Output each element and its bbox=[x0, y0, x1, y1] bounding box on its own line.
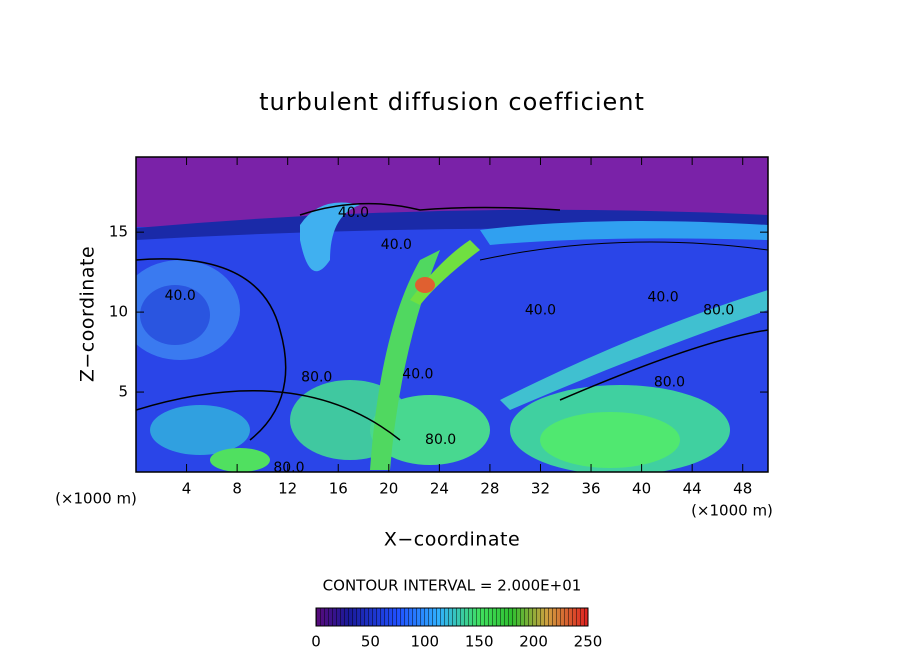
colorbar-tick-label: 200 bbox=[519, 633, 548, 651]
chart-title: turbulent diffusion coefficient bbox=[259, 88, 645, 116]
contour-interval: CONTOUR INTERVAL = 2.000E+01 bbox=[323, 577, 582, 595]
x-tick-label: 24 bbox=[430, 480, 449, 498]
contour-label: 80.0 bbox=[425, 432, 456, 448]
x-unit-label: (×1000 m) bbox=[55, 490, 137, 508]
contour-label: 80.0 bbox=[654, 374, 685, 390]
colorbar-tick-label: 250 bbox=[574, 633, 603, 651]
x-tick-label: 40 bbox=[632, 480, 651, 498]
colorbar-tick-label: 100 bbox=[410, 633, 439, 651]
x-tick-label: 36 bbox=[581, 480, 600, 498]
colorbar-tick-label: 150 bbox=[465, 633, 494, 651]
contour-label: 40.0 bbox=[165, 288, 196, 304]
x-tick-label: 44 bbox=[683, 480, 702, 498]
contour-label: 80.0 bbox=[301, 370, 332, 386]
field bbox=[136, 157, 768, 472]
x-tick-label: 16 bbox=[329, 480, 348, 498]
contour-label: 40.0 bbox=[525, 303, 556, 319]
colorbar-tick-label: 0 bbox=[311, 633, 321, 651]
x-tick-label: 4 bbox=[182, 480, 192, 498]
x-tick-label: 12 bbox=[278, 480, 297, 498]
x-tick-label: 20 bbox=[379, 480, 398, 498]
x-axis-label: X−coordinate bbox=[384, 529, 520, 551]
contour-label: 80.0 bbox=[703, 303, 734, 319]
y-axis-label: Z−coordinate bbox=[77, 246, 99, 382]
contour-label: 40.0 bbox=[338, 205, 369, 221]
plot-frame bbox=[135, 156, 769, 473]
contour-label: 80.0 bbox=[273, 460, 304, 476]
colorbar-tick-label: 50 bbox=[361, 633, 380, 651]
contour-label: 40.0 bbox=[402, 366, 433, 382]
y-tick-label: 10 bbox=[109, 303, 128, 321]
y-tick-label: 15 bbox=[109, 223, 128, 241]
y-tick-label: 5 bbox=[118, 383, 128, 401]
contour-label: 40.0 bbox=[381, 237, 412, 253]
colorbar-frame bbox=[315, 607, 589, 627]
contour-label: 40.0 bbox=[648, 290, 679, 306]
x-tick-label: 28 bbox=[480, 480, 499, 498]
x-tick-label: 48 bbox=[733, 480, 752, 498]
x-unit-label: (×1000 m) bbox=[691, 502, 773, 520]
x-tick-label: 32 bbox=[531, 480, 550, 498]
x-tick-label: 8 bbox=[232, 480, 242, 498]
